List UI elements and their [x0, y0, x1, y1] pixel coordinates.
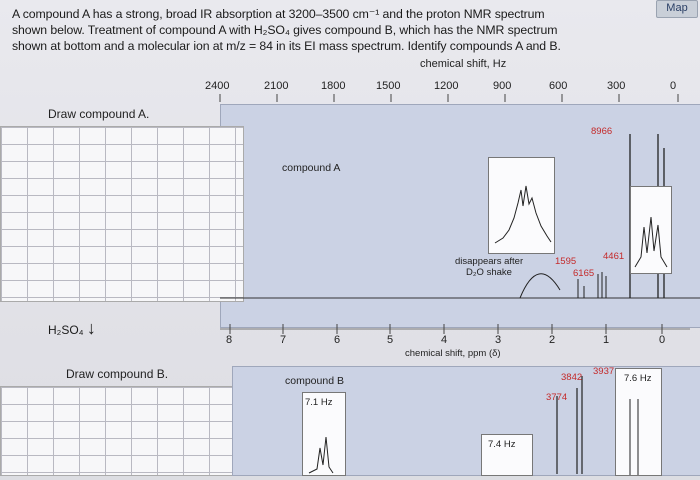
spectrum-a-trace — [220, 134, 700, 299]
ppm-tick: 2 — [549, 334, 556, 346]
hz-tick: 2400 — [205, 80, 230, 92]
ppm-tick: 3 — [495, 334, 502, 346]
spectrum-a-inset-multiplet — [488, 157, 555, 254]
ppm-tick: 1 — [603, 334, 610, 346]
hz-tick: 2100 — [264, 80, 289, 92]
reagent-label: H₂SO₄ ↓ — [48, 318, 96, 338]
problem-line-1: A compound A has a strong, broad IR abso… — [12, 7, 545, 21]
peak-integral: 6165 — [573, 268, 595, 279]
peak-integral: 3774 — [546, 392, 568, 403]
ppm-tick: 0 — [659, 334, 666, 346]
spectrum-a-inset-triplet — [630, 186, 672, 274]
d2o-note-line-1: disappears after — [455, 256, 524, 267]
coupling-label: 7.1 Hz — [305, 397, 333, 408]
draw-compound-a-canvas[interactable] — [0, 126, 244, 302]
coupling-label: 7.4 Hz — [488, 439, 516, 450]
hz-tick: 1200 — [434, 80, 459, 92]
spectrum-a-label: compound A — [282, 162, 341, 174]
peak-integral: 8966 — [591, 126, 613, 137]
ppm-axis-title: chemical shift, ppm (δ) — [405, 348, 501, 359]
draw-compound-b-label: Draw compound B. — [66, 367, 169, 381]
spectrum-b-trace — [556, 376, 583, 474]
map-button[interactable]: Map — [656, 0, 698, 18]
d2o-note-line-2: D₂O shake — [466, 267, 512, 278]
spectrum-b-inset-1: 7.1 Hz — [302, 392, 346, 476]
coupling-label: 7.6 Hz — [624, 373, 652, 384]
arrow-down-icon: ↓ — [86, 318, 96, 338]
hz-tick: 1800 — [321, 80, 346, 92]
hz-tick: 300 — [607, 80, 626, 92]
peak-integral: 1595 — [555, 256, 577, 267]
draw-compound-b-canvas[interactable] — [0, 386, 244, 476]
hz-tick: 0 — [670, 80, 677, 92]
hz-tick: 600 — [549, 80, 568, 92]
problem-line-2: shown below. Treatment of compound A wit… — [12, 23, 558, 37]
ppm-axis-ticks — [220, 324, 690, 334]
spectrum-b-label: compound B — [285, 375, 344, 387]
spectrum-a-panel — [220, 104, 700, 328]
hz-axis-ticks — [219, 94, 679, 102]
hz-tick: 900 — [493, 80, 512, 92]
ppm-tick: 6 — [334, 334, 341, 346]
ppm-tick: 7 — [280, 334, 287, 346]
hz-axis-title: chemical shift, Hz — [420, 58, 507, 70]
peak-integral: 3937 — [593, 366, 615, 377]
ppm-tick: 4 — [441, 334, 448, 346]
peak-integral: 3842 — [561, 372, 583, 383]
ppm-tick: 5 — [387, 334, 394, 346]
spectrum-b-inset-3: 7.6 Hz — [615, 368, 662, 476]
spectrum-b-inset-2: 7.4 Hz — [481, 434, 533, 476]
hz-tick: 1500 — [376, 80, 401, 92]
peak-integral: 4461 — [603, 251, 625, 262]
draw-compound-a-label: Draw compound A. — [48, 107, 150, 121]
problem-statement: A compound A has a strong, broad IR abso… — [12, 6, 662, 54]
problem-line-3: shown at bottom and a molecular ion at m… — [12, 39, 561, 53]
ppm-tick: 8 — [226, 334, 233, 346]
